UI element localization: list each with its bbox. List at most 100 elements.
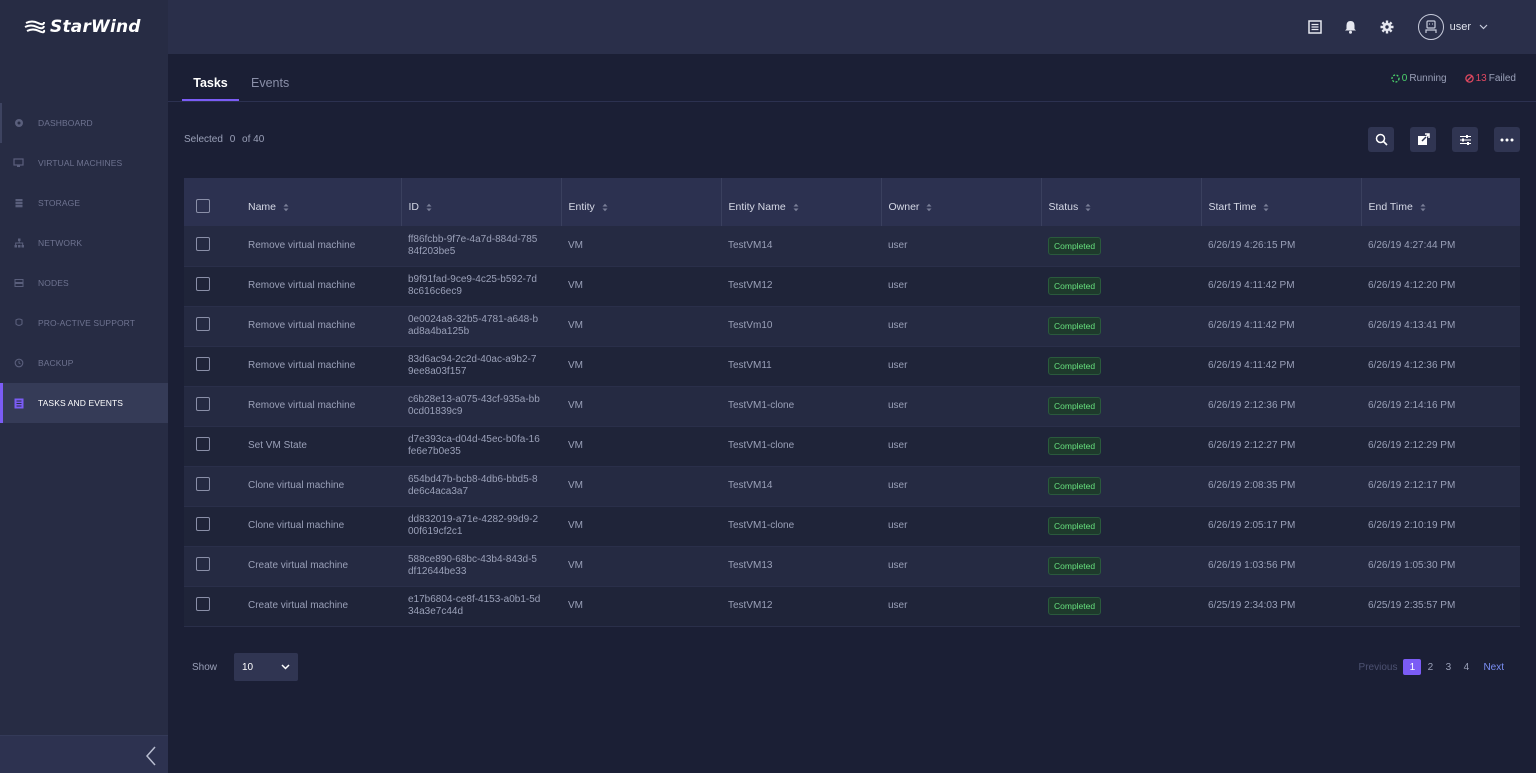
column-header-id[interactable]: ID: [401, 178, 562, 226]
table-row[interactable]: Remove virtual machine 83d6ac94-2c2d-40ac…: [184, 346, 1520, 386]
page-2-button[interactable]: 2: [1427, 661, 1434, 673]
task-id-cell: 83d6ac94-2c2d-40ac-a9b2-79ee8a03f157: [408, 354, 537, 377]
sidebar-item-nodes[interactable]: NODES: [0, 263, 168, 303]
row-checkbox[interactable]: [196, 597, 210, 611]
table-row[interactable]: Clone virtual machine dd832019-a71e-4282-…: [184, 506, 1520, 546]
sidebar-item-label: NODES: [38, 278, 69, 288]
column-label: Start Time: [1208, 201, 1257, 213]
owner-cell: user: [888, 280, 908, 291]
table-row[interactable]: Remove virtual machine ff86fcbb-9f7e-4a7d…: [184, 226, 1520, 266]
filter-settings-button[interactable]: [1452, 127, 1478, 152]
status-cell: Completed: [1041, 426, 1201, 466]
sidebar-item-backup[interactable]: BACKUP: [0, 343, 168, 383]
sidebar-item-label: TASKS AND EVENTS: [38, 398, 124, 408]
page-3-button[interactable]: 3: [1445, 661, 1452, 673]
entity-name-cell: TestVM13: [728, 560, 773, 571]
page-4-button[interactable]: 4: [1463, 661, 1470, 673]
table-row[interactable]: Remove virtual machine b9f91fad-9ce9-4c25…: [184, 266, 1520, 306]
owner-cell: user: [888, 400, 908, 411]
chevron-left-icon[interactable]: [144, 746, 158, 766]
sliders-icon: [1459, 134, 1471, 145]
bell-icon[interactable]: [1342, 18, 1360, 36]
gear-icon[interactable]: [1378, 18, 1396, 36]
end-time-cell: 6/26/19 4:12:36 PM: [1368, 360, 1456, 371]
status-cell: Completed: [1041, 346, 1201, 386]
failed-label: Failed: [1488, 73, 1516, 84]
sort-icon: [1420, 203, 1426, 211]
sidebar-item-virtual-machines[interactable]: VIRTUAL MACHINES: [0, 143, 168, 183]
logo[interactable]: StarWind: [0, 0, 168, 54]
sidebar-item-label: PRO-ACTIVE SUPPORT: [38, 318, 136, 328]
sidebar-item-storage[interactable]: STORAGE: [0, 183, 168, 223]
failed-status[interactable]: 13 Failed: [1464, 73, 1516, 84]
select-all-checkbox[interactable]: [196, 198, 210, 213]
entity-name-cell: TestVM1-clone: [728, 400, 795, 411]
end-time-cell: 6/26/19 2:14:16 PM: [1368, 400, 1456, 411]
row-checkbox-cell: [184, 586, 241, 626]
row-checkbox[interactable]: [196, 277, 210, 291]
page-1-button[interactable]: 1: [1403, 659, 1422, 675]
table-row[interactable]: Clone virtual machine 654bd47b-bcb8-4db6-…: [184, 466, 1520, 506]
task-name-cell: Remove virtual machine: [248, 400, 356, 411]
row-checkbox[interactable]: [196, 397, 210, 411]
entity-cell: VM: [568, 360, 583, 371]
row-checkbox[interactable]: [196, 517, 210, 531]
running-status[interactable]: 0 Running: [1391, 73, 1447, 84]
end-time-cell: 6/25/19 2:35:57 PM: [1368, 600, 1456, 611]
row-checkbox[interactable]: [196, 477, 210, 491]
entity-name-cell: TestVM1-clone: [728, 520, 795, 531]
tasks-table: Name ID Entity Entity Name Owner Status …: [184, 178, 1520, 627]
task-id-cell: dd832019-a71e-4282-99d9-200f619cf2c1: [408, 514, 539, 537]
table-row[interactable]: Remove virtual machine c6b28e13-a075-43cf…: [184, 386, 1520, 426]
search-button[interactable]: [1368, 127, 1394, 152]
network-icon: [13, 238, 24, 249]
sidebar: StarWind DASHBOARD VIRTUAL MACHINES STOR…: [0, 0, 168, 773]
page-size-value: 10: [242, 661, 254, 673]
tab-tasks[interactable]: Tasks: [182, 76, 239, 101]
pagination: Previous 1 2 3 4 Next: [1359, 659, 1504, 675]
sidebar-item-network[interactable]: NETWORK: [0, 223, 168, 263]
status-badge: Completed: [1048, 397, 1102, 415]
column-header-status[interactable]: Status: [1041, 178, 1202, 226]
row-checkbox[interactable]: [196, 437, 210, 451]
more-options-button[interactable]: [1494, 127, 1520, 152]
owner-cell: user: [888, 320, 908, 331]
row-checkbox-cell: [184, 226, 241, 266]
row-checkbox-cell: [184, 466, 241, 506]
selection-summary: Selected 0 of 40: [184, 134, 264, 145]
end-time-cell: 6/26/19 2:12:29 PM: [1368, 440, 1456, 451]
owner-cell: user: [888, 360, 908, 371]
sort-icon: [1085, 203, 1091, 211]
row-checkbox[interactable]: [196, 317, 210, 331]
column-header-entity-name[interactable]: Entity Name: [721, 178, 882, 226]
column-header-start-time[interactable]: Start Time: [1201, 178, 1362, 226]
row-checkbox[interactable]: [196, 557, 210, 571]
entity-cell: VM: [568, 280, 583, 291]
user-menu[interactable]: user: [1417, 14, 1488, 40]
monitor-icon: [13, 158, 24, 169]
table-row[interactable]: Create virtual machine e17b6804-ce8f-4153…: [184, 586, 1520, 626]
export-button[interactable]: [1410, 127, 1436, 152]
table-row[interactable]: Create virtual machine 588ce890-68bc-43b4…: [184, 546, 1520, 586]
end-time-cell: 6/26/19 1:05:30 PM: [1368, 560, 1456, 571]
column-header-owner[interactable]: Owner: [881, 178, 1042, 226]
column-header-end-time[interactable]: End Time: [1361, 178, 1520, 226]
table-row[interactable]: Set VM State d7e393ca-d04d-45ec-b0fa-16fe…: [184, 426, 1520, 466]
task-list-icon[interactable]: [1306, 18, 1324, 36]
chevron-down-icon: [1479, 24, 1488, 30]
sidebar-item-tasks-and-events[interactable]: TASKS AND EVENTS: [0, 383, 168, 423]
row-checkbox[interactable]: [196, 357, 210, 371]
column-header-entity[interactable]: Entity: [561, 178, 722, 226]
row-checkbox[interactable]: [196, 236, 210, 251]
task-name-cell: Remove virtual machine: [248, 239, 356, 251]
more-icon: [1500, 138, 1514, 141]
sidebar-item-dashboard[interactable]: DASHBOARD: [0, 103, 168, 143]
page-size-select[interactable]: 10: [234, 653, 298, 681]
start-time-cell: 6/26/19 2:12:27 PM: [1208, 440, 1296, 451]
tab-events[interactable]: Events: [251, 76, 290, 90]
next-page-button[interactable]: Next: [1483, 661, 1504, 673]
sidebar-item-pro-active-support[interactable]: PRO-ACTIVE SUPPORT: [0, 303, 168, 343]
column-header-name[interactable]: Name: [241, 178, 402, 226]
table-row[interactable]: Remove virtual machine 0e0024a8-32b5-4781…: [184, 306, 1520, 346]
previous-page-button[interactable]: Previous: [1358, 661, 1398, 673]
